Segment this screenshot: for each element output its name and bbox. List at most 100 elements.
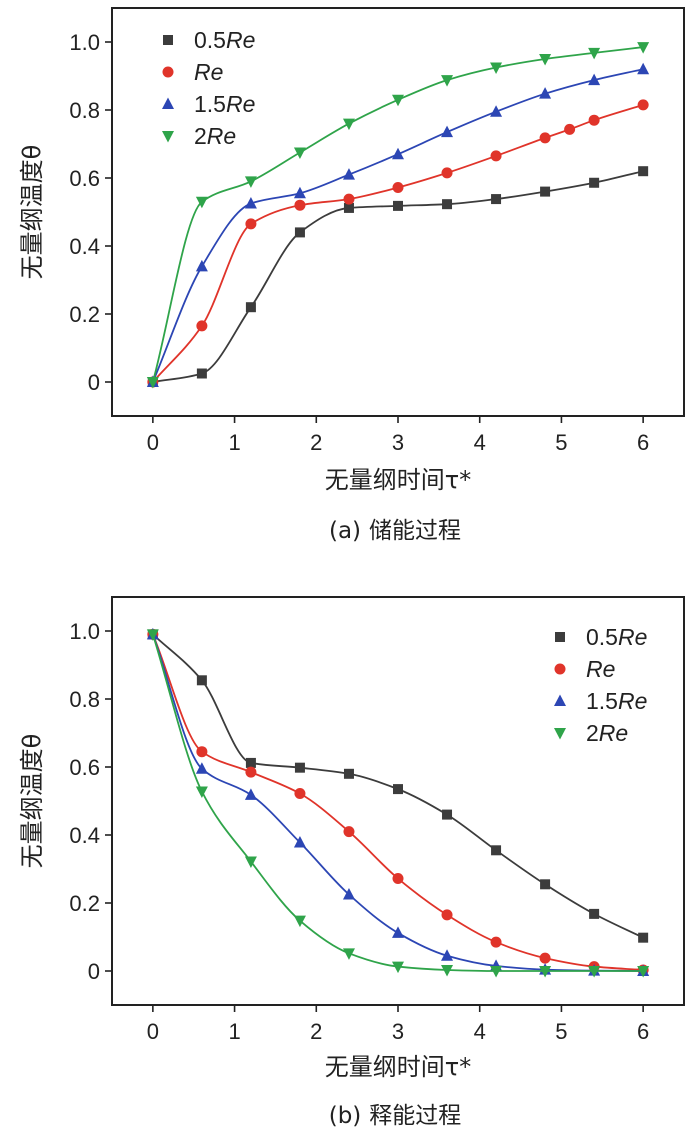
legend-italic: Re — [586, 656, 615, 682]
chart-panel-b: 0 1 2 3 4 5 600.20.40.60.81.0无量纲时间τ*无量纲温度θ0.5R… — [18, 596, 685, 1129]
data-point — [392, 94, 404, 107]
data-point — [196, 675, 207, 686]
data-point — [490, 62, 503, 74]
data-point — [244, 197, 257, 209]
x-tick-label: 6 — [637, 430, 649, 455]
x-axis-title: 无量纲时间τ* — [325, 466, 471, 494]
data-point — [491, 194, 502, 205]
y-tick-label: 0.6 — [69, 755, 100, 780]
series-Re — [147, 628, 649, 976]
data-point — [342, 948, 355, 960]
legend-label: 2Re — [194, 123, 236, 149]
data-point — [245, 302, 256, 313]
data-point — [293, 186, 306, 199]
data-point — [392, 182, 404, 194]
data-point — [490, 966, 503, 978]
legend-label: 1.5Re — [194, 91, 255, 117]
legend-marker — [162, 97, 174, 109]
data-point — [244, 788, 257, 800]
y-tick-label: 0.4 — [69, 823, 100, 848]
data-point — [294, 788, 306, 800]
y-tick-label: 0.2 — [69, 302, 100, 327]
data-point — [342, 168, 355, 180]
data-point — [490, 150, 502, 162]
legend-marker — [555, 632, 565, 642]
data-point — [588, 47, 601, 60]
data-point — [343, 826, 355, 838]
x-axis-title: 无量纲时间τ* — [325, 1053, 471, 1081]
data-point — [342, 118, 355, 131]
data-point — [245, 757, 256, 768]
data-point — [244, 176, 257, 188]
y-tick-label: 0.8 — [69, 98, 100, 123]
y-axis-title: 无量纲温度θ — [18, 145, 46, 280]
data-point — [245, 218, 257, 230]
data-point — [245, 766, 257, 778]
legend-marker — [554, 663, 566, 675]
caption-text: 释能过程 — [369, 1103, 461, 1129]
series-line — [152, 634, 644, 972]
data-point — [441, 949, 454, 961]
legend-prefix: 1.5 — [194, 91, 226, 117]
data-point — [588, 966, 601, 978]
legend-prefix: 1.5 — [586, 688, 618, 714]
data-point — [589, 177, 600, 188]
data-point — [392, 961, 404, 974]
data-point — [637, 966, 650, 978]
data-point — [442, 809, 453, 820]
y-tick-label: 0.2 — [69, 891, 100, 916]
legend-marker — [554, 694, 566, 706]
legend-prefix: 2 — [586, 720, 599, 746]
data-point — [342, 888, 355, 900]
y-tick-label: 0 — [88, 959, 100, 984]
x-tick-label: 0 — [147, 1019, 159, 1044]
data-point — [195, 786, 208, 798]
data-point — [294, 227, 305, 238]
data-point — [441, 75, 454, 87]
legend-label: Re — [194, 59, 223, 85]
data-point — [564, 123, 576, 135]
y-tick-label: 1.0 — [69, 619, 100, 644]
data-point — [441, 909, 453, 921]
x-tick-label: 5 — [555, 430, 567, 455]
legend-label: 2Re — [586, 720, 628, 746]
x-tick-label: 2 — [310, 430, 322, 455]
legend-label: 0.5Re — [586, 624, 647, 650]
data-point — [539, 952, 551, 964]
legend-marker — [162, 131, 174, 143]
data-point — [146, 629, 159, 641]
legend-italic: Re — [207, 123, 236, 149]
data-point — [293, 147, 306, 159]
y-tick-label: 0 — [88, 370, 100, 395]
data-point — [196, 368, 207, 379]
legend-label: 0.5Re — [194, 27, 255, 53]
data-point — [294, 762, 305, 773]
legend-prefix: 0.5 — [194, 27, 226, 53]
y-tick-label: 0.8 — [69, 687, 100, 712]
caption-id: (b) — [329, 1103, 362, 1129]
x-tick-label: 3 — [392, 430, 404, 455]
x-tick-label: 1 — [228, 1019, 240, 1044]
data-point — [392, 147, 404, 160]
data-point — [442, 199, 453, 210]
data-point — [392, 873, 404, 885]
data-point — [589, 908, 600, 919]
data-point — [588, 114, 600, 126]
series-2Re — [146, 42, 650, 389]
data-point — [540, 879, 551, 890]
legend-marker — [162, 66, 174, 78]
data-point — [637, 42, 650, 54]
data-point — [539, 87, 552, 99]
data-point — [293, 835, 306, 848]
data-point — [244, 856, 257, 869]
legend-marker — [554, 728, 566, 740]
series-1.5Re — [146, 627, 650, 976]
legend-italic: Re — [226, 91, 255, 117]
data-point — [393, 784, 403, 795]
data-point — [637, 99, 649, 111]
data-point — [540, 186, 551, 197]
data-point — [588, 73, 601, 86]
